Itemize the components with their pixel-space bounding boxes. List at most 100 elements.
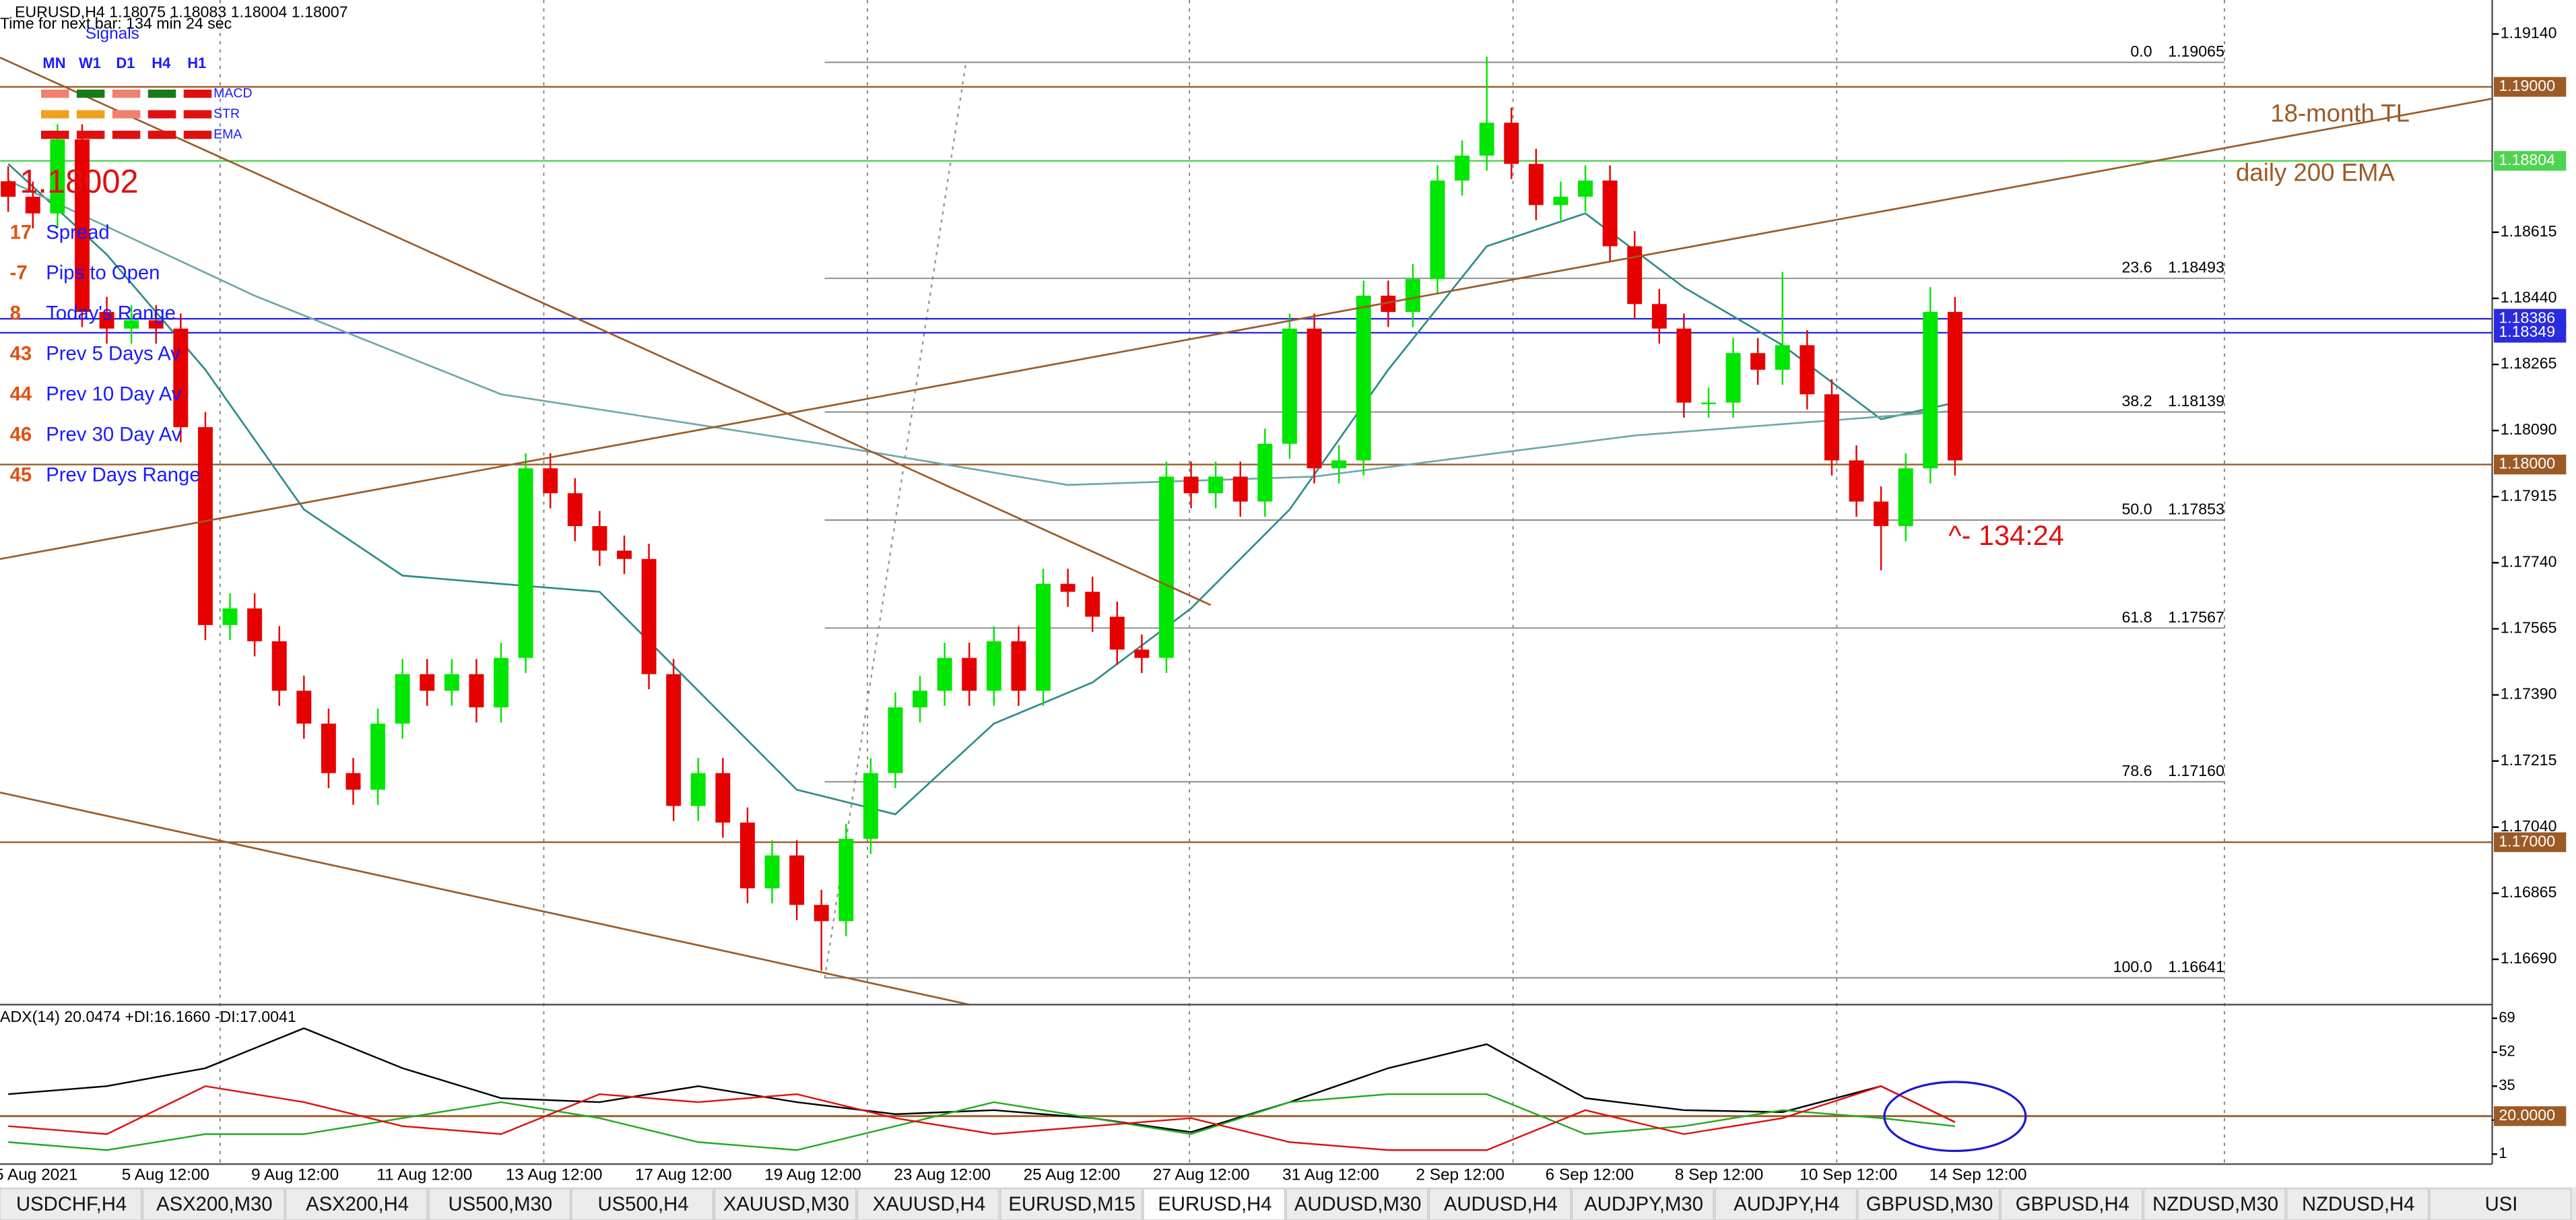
candle-body (321, 724, 336, 773)
tab[interactable] (2429, 1188, 2572, 1220)
tab[interactable] (2286, 1188, 2429, 1220)
timeframe: H4 (152, 55, 171, 71)
tab-label[interactable]: US500,M30 (449, 1193, 553, 1215)
chart-title: EURUSD,H4 1.18075 1.18083 1.18004 1.1800… (15, 3, 348, 21)
tab[interactable] (1143, 1188, 1286, 1220)
candle-body (715, 773, 731, 823)
indicator-line (8, 1085, 1956, 1151)
candle-body (1799, 345, 1815, 395)
tab[interactable] (2000, 1188, 2143, 1220)
candle-body (937, 657, 952, 691)
candle-body (1725, 353, 1741, 403)
candle-body (739, 823, 755, 889)
tab-label[interactable]: ASX200,H4 (306, 1193, 409, 1215)
stat-label: Prev 30 Day Av (46, 424, 181, 446)
candle-body (197, 427, 213, 625)
signal-name: MACD (213, 86, 252, 100)
tab[interactable] (285, 1188, 428, 1220)
x-tick-label: 9 Aug 12:00 (251, 1166, 339, 1184)
y-tick-label: 69 (2499, 1008, 2515, 1025)
tab-label[interactable]: XAUUSD,M30 (723, 1193, 849, 1215)
tab-label[interactable]: GBPUSD,H4 (2016, 1193, 2129, 1215)
candle-body (1701, 402, 1716, 405)
tab-label[interactable]: NZDUSD,M30 (2152, 1193, 2278, 1215)
tab-label[interactable]: EURUSD,M15 (1008, 1193, 1135, 1215)
tab-label[interactable]: ASX200,M30 (156, 1193, 272, 1215)
tab-label[interactable]: AUDJPY,M30 (1584, 1193, 1703, 1215)
y-tick-label: 1.17740 (2501, 552, 2557, 570)
candle-body (1578, 180, 1593, 197)
y-tick-label: 1.17565 (2501, 619, 2557, 637)
stat-value: 8 (10, 302, 21, 324)
annotation: 18-month TL (2270, 100, 2410, 127)
tab-label[interactable]: EURUSD,H4 (1158, 1193, 1272, 1215)
tab[interactable] (1571, 1188, 1715, 1220)
tab-label[interactable]: USDCHF,H4 (16, 1193, 127, 1215)
level-box (2494, 323, 2567, 343)
tab[interactable] (1715, 1188, 1857, 1220)
tab[interactable] (428, 1188, 571, 1220)
tab[interactable] (1286, 1188, 1428, 1220)
signal-cell (183, 90, 212, 98)
trendlines (0, 57, 2492, 1006)
tab[interactable] (714, 1188, 857, 1220)
candle-body (1159, 476, 1174, 658)
tab[interactable] (1428, 1188, 1571, 1220)
level-label: 1.17000 (2499, 832, 2555, 849)
fib-level: 61.8 (2122, 608, 2152, 626)
y-tick-label: 1.17915 (2501, 486, 2557, 504)
tab-label[interactable]: NZDUSD,H4 (2302, 1193, 2414, 1215)
tab-label[interactable]: XAUUSD,H4 (873, 1193, 985, 1215)
candle-body (666, 674, 682, 806)
trendline (0, 792, 970, 1006)
fib-level: 78.6 (2122, 762, 2152, 779)
stat-value: 44 (10, 383, 32, 405)
level-label: 1.18349 (2499, 323, 2555, 340)
tab-label[interactable]: GBPUSD,M30 (1866, 1193, 1993, 1215)
stat-value: 43 (10, 342, 32, 364)
tab[interactable] (1857, 1188, 2000, 1220)
level-box (2494, 1106, 2567, 1126)
candle-body (1824, 394, 1839, 461)
candle-body (1381, 295, 1396, 313)
candle-body (986, 641, 1001, 691)
candle-body (1331, 460, 1347, 469)
candle-body (1405, 279, 1420, 313)
candle-body (1602, 180, 1618, 247)
candle-body (148, 320, 164, 329)
signal-name: STR (213, 106, 240, 121)
tab[interactable] (857, 1188, 999, 1220)
timeframe: D1 (116, 55, 135, 71)
annotation: ^- 134:24 (1948, 519, 2064, 551)
fib-level: 38.2 (2122, 392, 2152, 410)
tab-label[interactable]: USI (2485, 1193, 2518, 1215)
candle-body (888, 707, 903, 773)
candle-body (1430, 180, 1445, 280)
candle-body (641, 558, 657, 674)
current-price: 1.18002 (20, 164, 138, 200)
tab[interactable] (999, 1188, 1143, 1220)
candle-body (1356, 295, 1371, 461)
y-tick-label: 1.17215 (2501, 751, 2557, 769)
fib-price: 1.19065 (2168, 42, 2224, 60)
signal-cell (40, 90, 69, 98)
tab[interactable] (0, 1188, 142, 1220)
candle-body (789, 855, 805, 905)
candle-body (1109, 616, 1125, 650)
candle-body (1849, 460, 1864, 502)
tab[interactable] (2143, 1188, 2286, 1220)
tab-label[interactable]: AUDUSD,M30 (1294, 1193, 1422, 1215)
fib-price: 1.18139 (2168, 392, 2224, 410)
tab[interactable] (571, 1188, 714, 1220)
tab[interactable] (142, 1188, 285, 1220)
tab-label[interactable]: US500,H4 (598, 1193, 689, 1215)
indicator-line (8, 1027, 1956, 1133)
tab-label[interactable]: AUDUSD,H4 (1444, 1193, 1558, 1215)
signal-cell (183, 110, 212, 119)
tab-label[interactable]: AUDJPY,H4 (1733, 1193, 1839, 1215)
level-label: 1.19000 (2499, 77, 2555, 94)
candle-body (1947, 312, 1962, 461)
y-tick-label: 1 (2499, 1145, 2507, 1161)
signal-cell (76, 131, 105, 139)
